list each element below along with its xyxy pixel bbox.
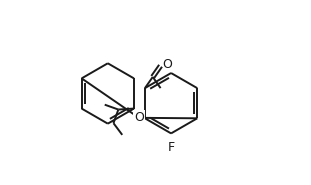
Text: O: O	[134, 111, 144, 124]
Text: F: F	[168, 141, 175, 154]
Text: O: O	[162, 58, 172, 71]
